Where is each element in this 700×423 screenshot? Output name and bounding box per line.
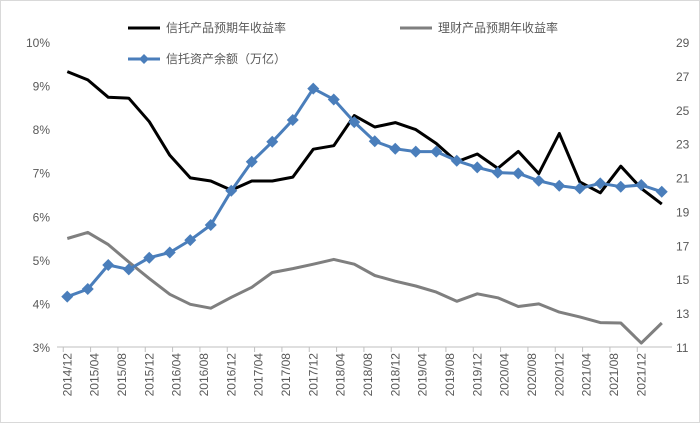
trust-assets-point xyxy=(491,166,504,179)
trust-assets-point xyxy=(532,174,545,187)
y-left-tick-label: 7% xyxy=(33,167,51,181)
x-tick-label: 2020/08 xyxy=(525,353,539,397)
y-left-tick-label: 5% xyxy=(33,254,51,268)
trust-assets-point xyxy=(430,145,443,158)
trust-assets-point xyxy=(184,234,197,247)
trust-assets-point xyxy=(594,177,607,190)
x-tick-label: 2015/04 xyxy=(88,353,102,397)
x-tick-label: 2019/08 xyxy=(443,353,457,397)
trust-assets-point xyxy=(81,283,94,296)
y-right-tick-label: 29 xyxy=(676,36,690,50)
x-tick-label: 2016/12 xyxy=(224,353,238,397)
trust-assets-point xyxy=(450,154,463,167)
legend-label-trust-yield: 信托产品预期年收益率 xyxy=(166,20,286,35)
x-tick-label: 2019/04 xyxy=(416,353,430,397)
x-tick-label: 2018/04 xyxy=(334,353,348,397)
y-left-tick-label: 4% xyxy=(33,297,51,311)
trust-assets-point xyxy=(635,179,648,192)
trust-assets-point xyxy=(655,185,668,198)
y-right-tick-label: 27 xyxy=(676,70,690,84)
trust-assets-point xyxy=(163,246,176,259)
x-tick-label: 2014/12 xyxy=(60,353,74,397)
y-left-tick-label: 9% xyxy=(33,80,51,94)
x-tick-label: 2018/12 xyxy=(388,353,402,397)
trust-yield-line xyxy=(66,70,663,206)
x-tick-label: 2017/04 xyxy=(252,353,266,397)
y-left-tick-label: 10% xyxy=(26,36,50,50)
legend-diamond-icon xyxy=(139,54,149,64)
trust-assets-point xyxy=(409,145,422,158)
trust-assets-point xyxy=(614,180,627,193)
y-left-tick-label: 3% xyxy=(33,341,51,355)
x-tick-label: 2017/08 xyxy=(279,353,293,397)
trust-assets-point xyxy=(389,142,402,155)
x-tick-label: 2021/04 xyxy=(580,353,594,397)
x-tick-label: 2016/04 xyxy=(170,353,184,397)
trust-assets-point xyxy=(286,113,299,126)
trust-assets-point xyxy=(512,167,525,180)
legend-label-trust-assets: 信托资产余额（万亿） xyxy=(166,51,286,66)
trust-assets-point xyxy=(348,116,361,129)
y-left-tick-label: 6% xyxy=(33,210,51,224)
x-tick-label: 2016/08 xyxy=(197,353,211,397)
y-left-tick-label: 8% xyxy=(33,123,51,137)
y-right-tick-label: 23 xyxy=(676,138,690,152)
trust-assets-point xyxy=(143,251,156,264)
x-tick-label: 2020/12 xyxy=(552,353,566,397)
wealth-yield-line xyxy=(66,230,663,345)
y-right-tick-label: 11 xyxy=(676,341,689,355)
trust-assets-point xyxy=(225,184,238,197)
trust-assets-point xyxy=(327,93,340,106)
trust-assets-point xyxy=(553,179,566,192)
trust-assets-point xyxy=(204,219,217,231)
y-right-tick-label: 21 xyxy=(676,172,690,186)
y-right-tick-label: 15 xyxy=(676,273,690,287)
x-tick-label: 2019/12 xyxy=(470,353,484,397)
x-tick-label: 2015/12 xyxy=(142,353,156,397)
y-right-tick-label: 25 xyxy=(676,104,690,118)
x-tick-label: 2018/08 xyxy=(361,353,375,397)
trust-assets-point xyxy=(266,135,279,148)
x-tick-label: 2020/04 xyxy=(498,353,512,397)
trust-assets-point xyxy=(245,155,258,168)
trust-assets-point xyxy=(368,135,381,148)
y-right-tick-label: 19 xyxy=(676,205,690,219)
x-tick-label: 2021/12 xyxy=(634,353,648,397)
trust-assets-point xyxy=(471,161,484,174)
y-right-tick-label: 13 xyxy=(676,307,690,321)
x-tick-label: 2017/12 xyxy=(306,353,320,397)
trust-assets-point xyxy=(122,263,135,276)
x-tick-label: 2021/08 xyxy=(607,353,621,397)
legend-label-wealth-yield: 理财产品预期年收益率 xyxy=(438,20,558,35)
trust-assets-point xyxy=(61,290,74,303)
y-right-tick-label: 17 xyxy=(676,239,690,253)
trust-assets-point xyxy=(307,82,320,95)
x-tick-label: 2015/08 xyxy=(115,353,129,397)
trust-assets-point xyxy=(573,182,586,195)
legend: 信托产品预期年收益率 理财产品预期年收益率 信托资产余额（万亿） xyxy=(128,20,558,66)
trust-assets-point xyxy=(102,258,115,271)
